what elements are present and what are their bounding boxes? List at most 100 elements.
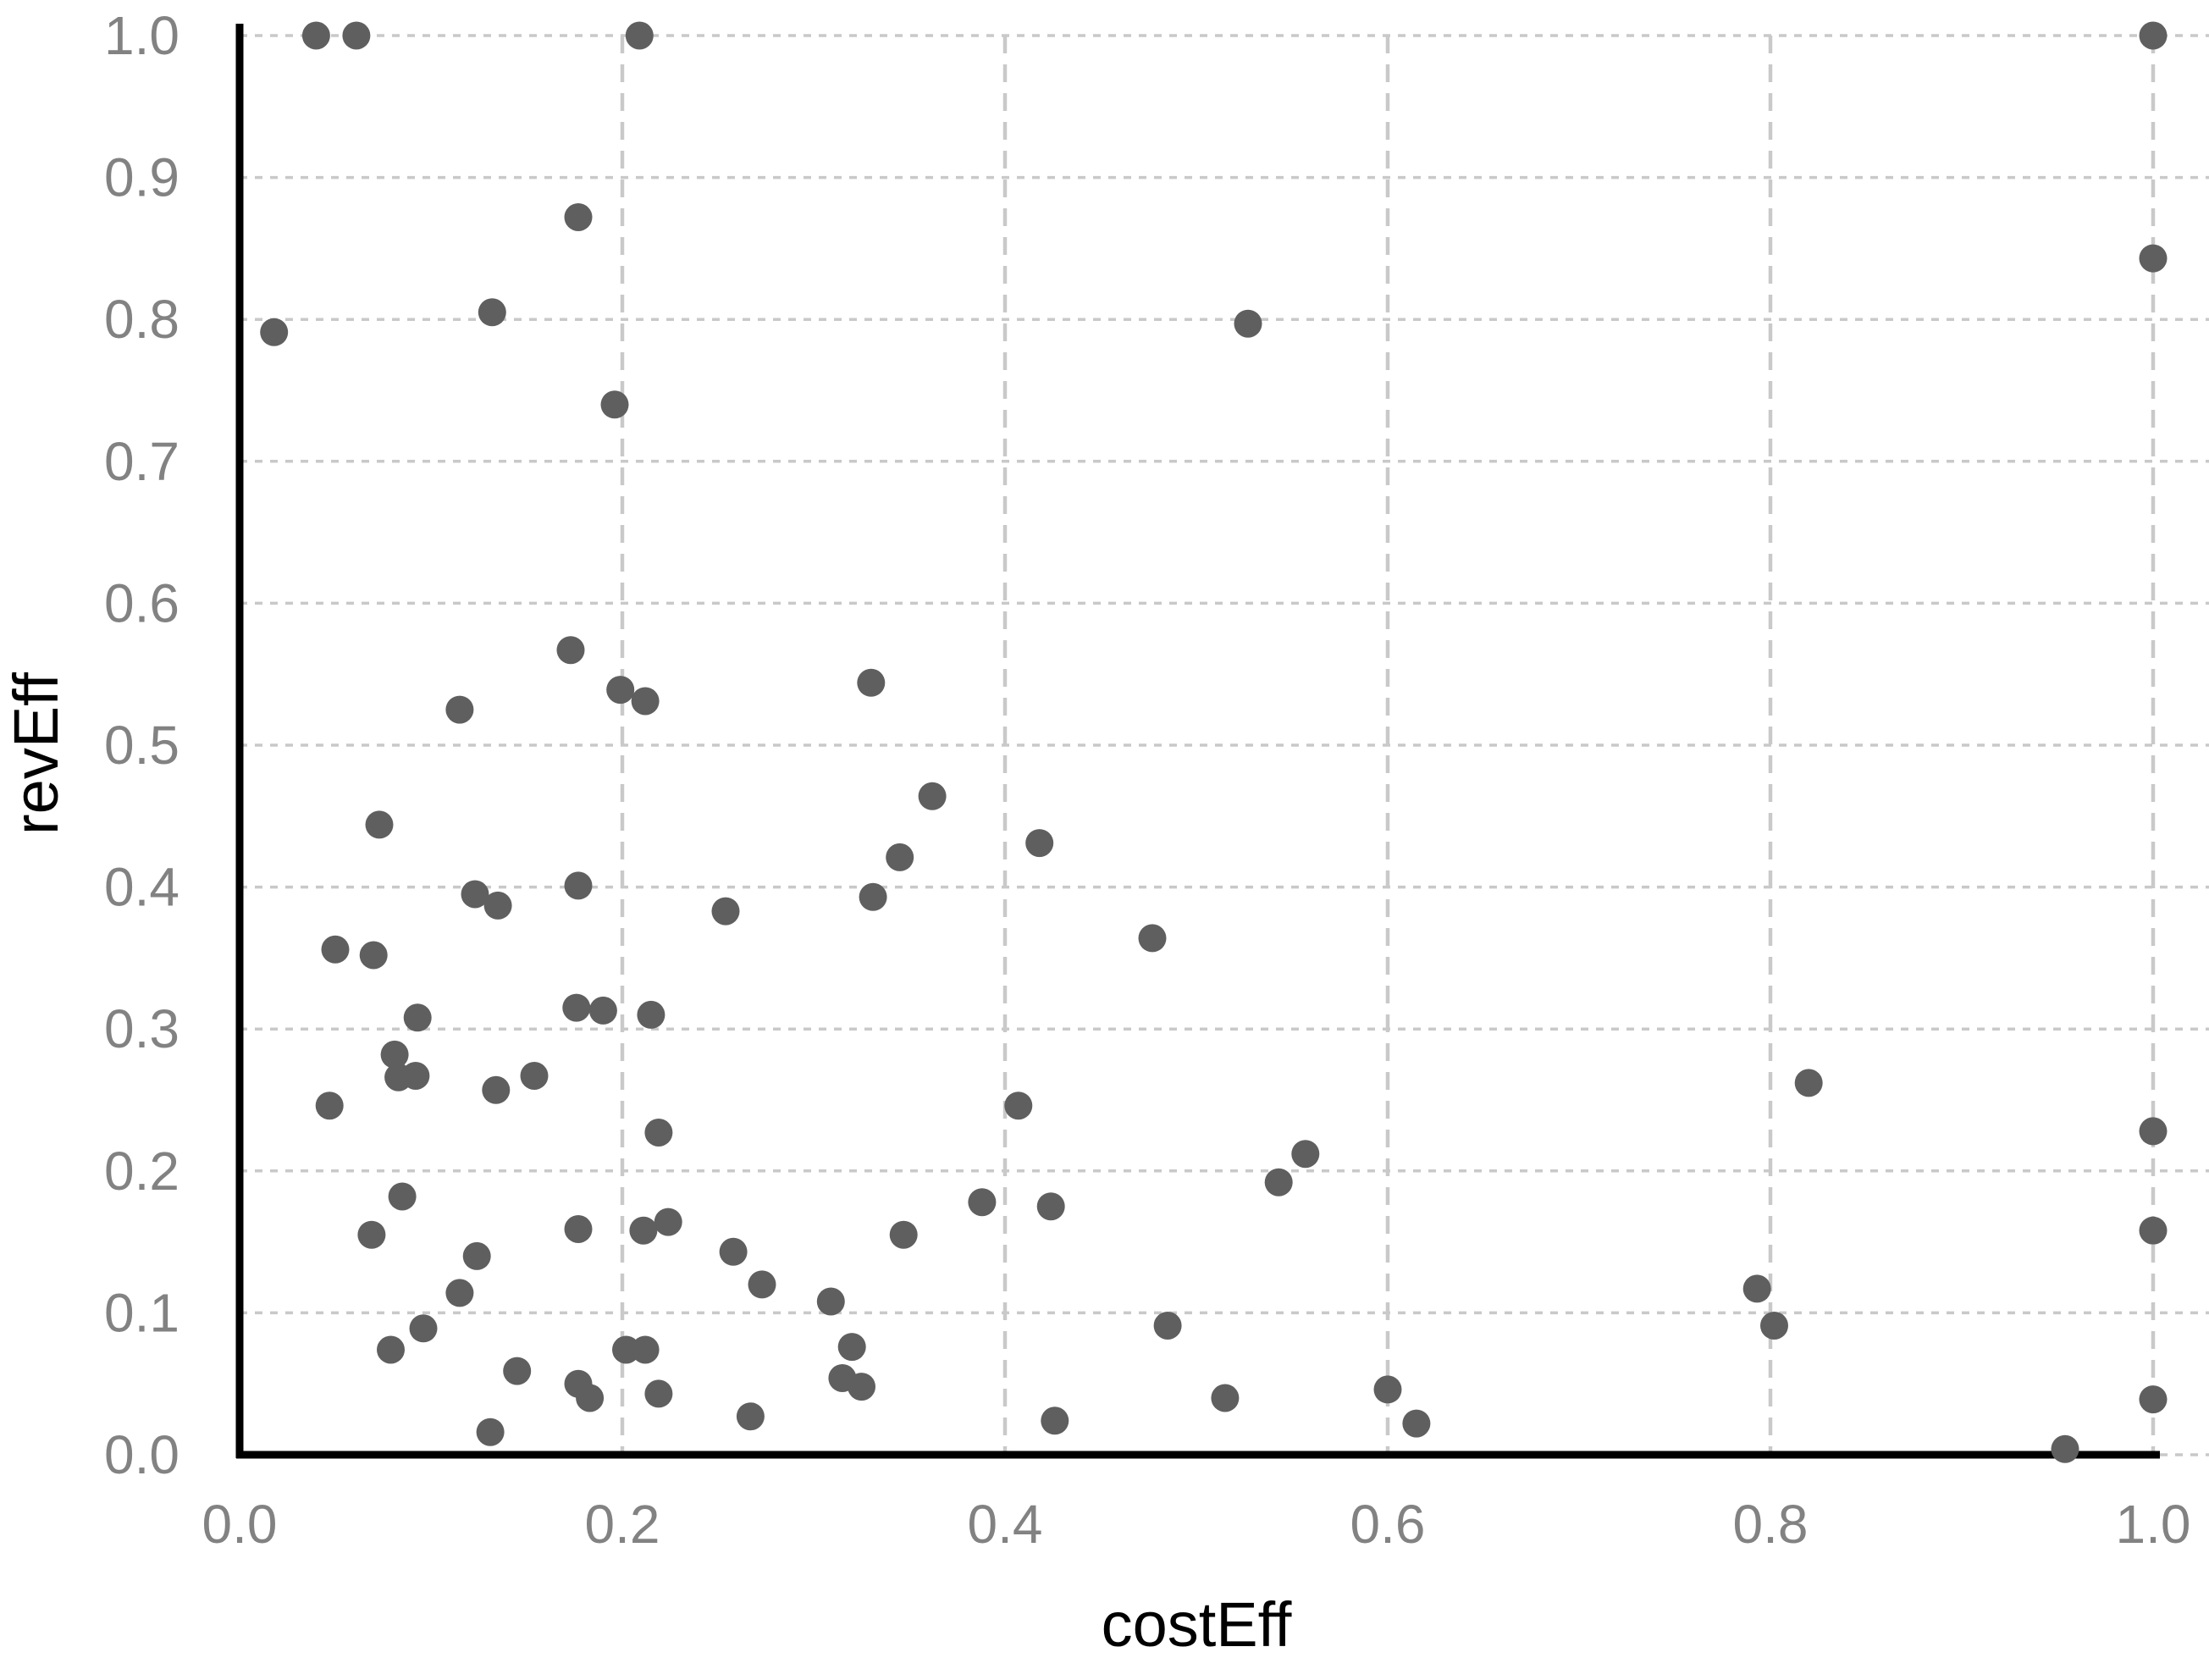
data-point bbox=[342, 21, 371, 50]
x-axis-tick-labels: 0.0 0.2 0.4 0.6 0.8 1.0 bbox=[202, 1494, 2191, 1555]
data-point bbox=[301, 21, 330, 50]
data-point bbox=[1036, 1192, 1065, 1221]
data-point bbox=[1794, 1069, 1823, 1097]
data-point bbox=[482, 1075, 511, 1104]
data-point bbox=[859, 882, 887, 911]
data-point bbox=[445, 1279, 474, 1307]
data-point bbox=[1234, 309, 1262, 338]
data-point bbox=[711, 897, 740, 926]
data-point bbox=[556, 636, 585, 665]
data-point bbox=[315, 1091, 344, 1120]
data-point bbox=[889, 1220, 918, 1249]
data-point bbox=[576, 1384, 605, 1412]
data-point bbox=[886, 843, 914, 871]
data-point bbox=[520, 1062, 549, 1090]
data-point bbox=[736, 1402, 765, 1431]
axes bbox=[235, 24, 2160, 1459]
y-axis-title: revEff bbox=[1, 672, 71, 835]
data-point bbox=[968, 1188, 997, 1217]
data-point bbox=[654, 1208, 682, 1236]
y-tick-label: 0.7 bbox=[104, 431, 179, 492]
horizontal-gridlines bbox=[240, 34, 2209, 1456]
data-point bbox=[719, 1237, 748, 1266]
data-point bbox=[1153, 1312, 1182, 1340]
data-point bbox=[564, 1215, 593, 1243]
data-point bbox=[365, 810, 394, 839]
data-point bbox=[380, 1040, 409, 1069]
data-point bbox=[748, 1270, 776, 1299]
data-point bbox=[644, 1379, 673, 1408]
data-point bbox=[321, 935, 350, 964]
data-point bbox=[1041, 1406, 1069, 1435]
data-point bbox=[1004, 1091, 1033, 1120]
y-tick-label: 0.2 bbox=[104, 1141, 179, 1202]
x-tick-label: 0.6 bbox=[1350, 1494, 1426, 1555]
y-tick-label: 0.3 bbox=[104, 998, 179, 1059]
data-point bbox=[631, 1335, 660, 1364]
data-point bbox=[631, 687, 660, 716]
data-point bbox=[848, 1373, 875, 1401]
data-point bbox=[629, 1216, 658, 1245]
data-point bbox=[1760, 1312, 1788, 1340]
data-point bbox=[2139, 21, 2168, 50]
data-point bbox=[359, 941, 388, 970]
data-point bbox=[606, 676, 635, 705]
x-tick-label: 1.0 bbox=[2116, 1494, 2191, 1555]
data-point bbox=[562, 993, 591, 1022]
data-point bbox=[625, 21, 654, 50]
data-point bbox=[1373, 1375, 1402, 1404]
data-point bbox=[403, 1003, 432, 1032]
data-point bbox=[503, 1357, 532, 1385]
data-point bbox=[600, 390, 629, 419]
y-tick-label: 0.5 bbox=[104, 715, 179, 776]
data-point bbox=[2139, 244, 2168, 273]
y-tick-label: 0.8 bbox=[104, 289, 179, 350]
data-point bbox=[2139, 1216, 2168, 1245]
data-point bbox=[588, 996, 617, 1025]
data-point bbox=[564, 871, 593, 900]
data-point bbox=[837, 1333, 866, 1362]
y-tick-label: 0.9 bbox=[104, 147, 179, 208]
data-point bbox=[644, 1119, 673, 1147]
data-point bbox=[918, 782, 947, 810]
data-point bbox=[409, 1314, 438, 1343]
data-point bbox=[357, 1220, 386, 1249]
x-tick-label: 0.4 bbox=[968, 1494, 1043, 1555]
data-point bbox=[612, 1335, 640, 1364]
data-point bbox=[2139, 1117, 2168, 1146]
data-point bbox=[384, 1063, 413, 1091]
x-tick-label: 0.8 bbox=[1733, 1494, 1809, 1555]
data-point bbox=[260, 318, 289, 346]
y-tick-label: 0.0 bbox=[104, 1424, 179, 1485]
data-point bbox=[377, 1335, 405, 1364]
y-axis-tick-labels: 0.0 0.1 0.2 0.3 0.4 0.5 0.6 0.7 0.8 0.9 1.0 bbox=[104, 5, 179, 1485]
y-tick-label: 0.6 bbox=[104, 572, 179, 633]
x-axis-title: costEff bbox=[1102, 1589, 1292, 1660]
data-point bbox=[1402, 1409, 1431, 1438]
data-point bbox=[1291, 1140, 1320, 1169]
data-point bbox=[478, 298, 506, 327]
data-point bbox=[1211, 1384, 1240, 1412]
data-point bbox=[1742, 1274, 1771, 1303]
data-point bbox=[476, 1418, 505, 1446]
data-point bbox=[461, 880, 489, 909]
data-point bbox=[445, 695, 474, 724]
data-point bbox=[462, 1241, 491, 1270]
data-point bbox=[637, 1000, 665, 1029]
data-point bbox=[1025, 829, 1054, 858]
x-tick-label: 0.2 bbox=[585, 1494, 660, 1555]
y-tick-label: 0.1 bbox=[104, 1282, 179, 1343]
data-points bbox=[260, 21, 2168, 1463]
y-tick-label: 1.0 bbox=[104, 5, 179, 66]
data-point bbox=[388, 1182, 417, 1211]
data-point bbox=[857, 668, 886, 697]
data-point bbox=[1264, 1168, 1293, 1196]
data-point bbox=[2051, 1434, 2079, 1463]
data-point bbox=[564, 203, 593, 231]
data-point bbox=[816, 1287, 845, 1316]
data-point bbox=[2139, 1385, 2168, 1414]
x-tick-label: 0.0 bbox=[202, 1494, 278, 1555]
y-tick-label: 0.4 bbox=[104, 857, 179, 918]
